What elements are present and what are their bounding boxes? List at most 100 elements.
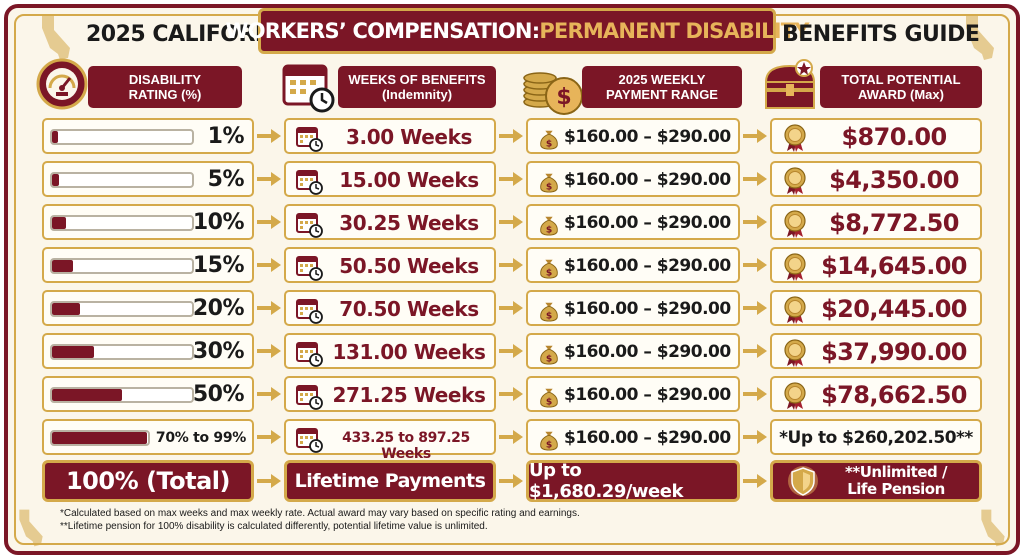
rating-bar-fill [52, 260, 73, 272]
calendar-clock-icon [296, 342, 323, 367]
footnote-1: *Calculated based on max weeks and max w… [60, 508, 580, 519]
column-header-line: TOTAL POTENTIAL [841, 72, 961, 87]
total-award-line: Life Pension [847, 480, 945, 498]
arrow-right-icon [257, 474, 281, 488]
award-ribbon-icon [784, 296, 806, 324]
column-header-line: DISABILITY [128, 72, 202, 87]
total-range-cell: Up to $1,680.29/week [526, 460, 740, 502]
money-bag-icon: $ [540, 259, 558, 279]
total-weeks: Lifetime Payments [294, 470, 486, 492]
award-cell: $37,990.00 [770, 333, 982, 369]
rating-bar [50, 301, 194, 317]
arrow-right-icon [743, 344, 767, 358]
award-cell: $8,772.50 [770, 204, 982, 240]
award-cell: $78,662.50 [770, 376, 982, 412]
rating-bar [50, 215, 194, 231]
calendar-clock-icon [296, 299, 323, 324]
svg-text:$: $ [546, 439, 552, 450]
payment-range-value: $160.00 – $290.00 [564, 256, 731, 276]
svg-text:$: $ [546, 267, 552, 278]
rating-value: 30% [192, 339, 245, 364]
weeks-cell: 131.00 Weeks [284, 333, 496, 369]
award-ribbon-icon [784, 253, 806, 281]
column-header-line: (Indemnity) [381, 87, 453, 102]
svg-text:$: $ [546, 310, 552, 321]
rating-cell: 50% [42, 376, 254, 412]
column-header-award: TOTAL POTENTIAL AWARD (Max) [820, 66, 982, 108]
award-ribbon-icon [784, 124, 806, 152]
column-header-weeks: WEEKS OF BENEFITS (Indemnity) [338, 66, 496, 108]
total-weeks-cell: Lifetime Payments [284, 460, 496, 502]
money-bag-icon: $ [540, 388, 558, 408]
arrow-right-icon [743, 172, 767, 186]
weeks-value: 70.50 Weeks [339, 297, 479, 321]
arrow-right-icon [499, 215, 523, 229]
rating-bar-fill [52, 174, 59, 186]
california-map-icon [981, 509, 1005, 547]
money-bag-icon: $ [540, 173, 558, 193]
arrow-right-icon [743, 258, 767, 272]
rating-bar-fill [52, 432, 148, 444]
payment-range-value: $160.00 – $290.00 [564, 127, 731, 147]
arrow-right-icon [257, 172, 281, 186]
arrow-right-icon [499, 301, 523, 315]
award-value: $37,990.00 [821, 338, 967, 366]
arrow-right-icon [743, 301, 767, 315]
title-part-2: PERMANENT DISABILITY [539, 19, 809, 43]
arrow-right-icon [499, 344, 523, 358]
money-bag-icon: $ [540, 216, 558, 236]
header-right-text: BENEFITS GUIDE [782, 22, 980, 47]
arrow-right-icon [499, 387, 523, 401]
california-map-icon [966, 16, 994, 60]
svg-text:$: $ [546, 353, 552, 364]
rating-cell: 15% [42, 247, 254, 283]
arrow-right-icon [743, 387, 767, 401]
payment-range-cell: $ $160.00 – $290.00 [526, 118, 740, 154]
weeks-value: 433.25 to 897.25 Weeks [342, 430, 470, 462]
weeks-cell: 50.50 Weeks [284, 247, 496, 283]
arrow-right-icon [499, 129, 523, 143]
shield-icon [788, 466, 818, 496]
calendar-clock-icon [282, 64, 335, 113]
weeks-cell: 30.25 Weeks [284, 204, 496, 240]
rating-bar-fill [52, 346, 94, 358]
payment-range-cell: $ $160.00 – $290.00 [526, 333, 740, 369]
rating-value: 10% [192, 210, 245, 235]
award-ribbon-icon [784, 167, 806, 195]
arrow-right-icon [499, 172, 523, 186]
rating-cell: 1% [42, 118, 254, 154]
weeks-cell: 433.25 to 897.25 Weeks [284, 419, 496, 462]
svg-text:$: $ [546, 181, 552, 192]
arrow-right-icon [257, 430, 281, 444]
rating-cell: 70% to 99% [42, 419, 254, 455]
california-map-icon [42, 16, 70, 60]
arrow-right-icon [743, 474, 767, 488]
page-title: WORKERS’ COMPENSATION: PERMANENT DISABIL… [225, 8, 809, 54]
weeks-value: 30.25 Weeks [339, 211, 479, 235]
title-part-1: WORKERS’ COMPENSATION: [225, 19, 540, 43]
payment-range-value: $160.00 – $290.00 [564, 170, 731, 190]
column-header-line: WEEKS OF BENEFITS [348, 72, 486, 87]
arrow-right-icon [743, 129, 767, 143]
award-value: $4,350.00 [829, 166, 959, 194]
award-cell: $20,445.00 [770, 290, 982, 326]
rating-bar [50, 129, 194, 145]
calendar-clock-icon [296, 127, 323, 152]
award-value: $14,645.00 [821, 252, 967, 280]
treasure-chest-icon [764, 59, 816, 109]
award-value: $20,445.00 [821, 295, 967, 323]
payment-range-cell: $ $160.00 – $290.00 [526, 419, 740, 455]
weeks-cell: 3.00 Weeks [284, 118, 496, 154]
svg-text:$: $ [546, 138, 552, 149]
award-value: *Up to $260,202.50** [779, 428, 973, 448]
calendar-clock-icon [296, 385, 323, 410]
rating-cell: 30% [42, 333, 254, 369]
weeks-value: 15.00 Weeks [339, 168, 479, 192]
rating-bar-fill [52, 389, 122, 401]
svg-text:$: $ [556, 85, 571, 110]
rating-bar-fill [52, 303, 80, 315]
award-value: $870.00 [841, 123, 947, 151]
rating-cell: 5% [42, 161, 254, 197]
weeks-cell: 271.25 Weeks [284, 376, 496, 412]
award-value: $78,662.50 [821, 381, 967, 409]
